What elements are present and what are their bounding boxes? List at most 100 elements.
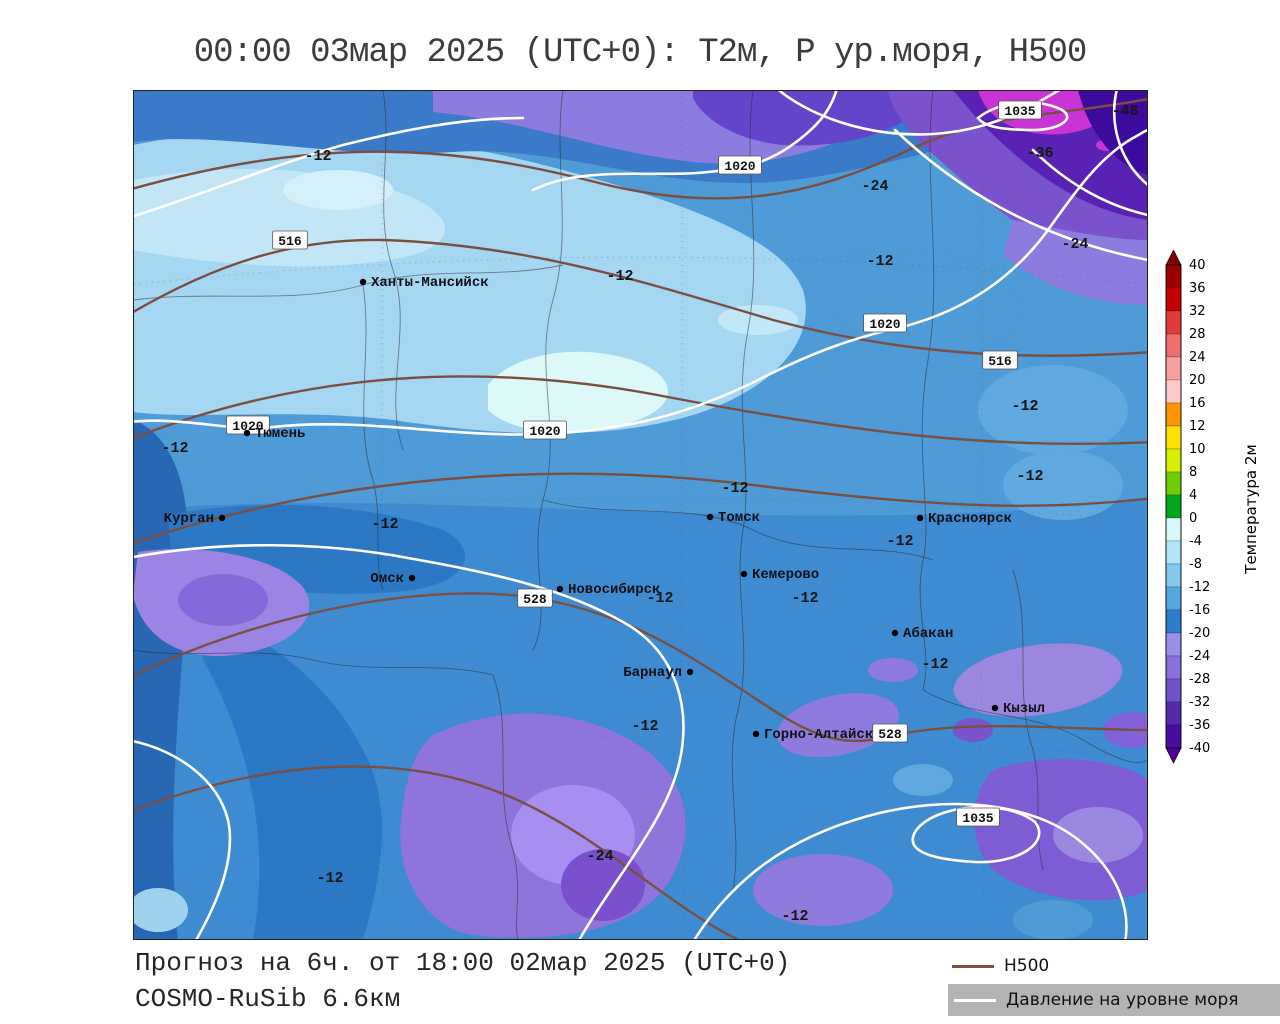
colorbar-tick-label: 32: [1189, 304, 1206, 319]
forecast-info: Прогноз на 6ч. от 18:00 02мар 2025 (UTC+…: [135, 948, 791, 978]
city-dot: [556, 585, 564, 593]
city-dot: [359, 278, 367, 286]
temperature-value-label: -48: [1111, 103, 1138, 120]
temperature-value-label: -12: [316, 870, 343, 887]
contour-label-box: [872, 723, 908, 743]
city-label: Курган: [164, 511, 214, 527]
city-label: Кемерово: [752, 567, 819, 583]
weather-map-canvas: -12 -24 -36 -48 -24 -12 -12 -12 -12 -12 -12 -12 -12 -…: [133, 90, 1148, 940]
city-dot: [706, 513, 714, 521]
colorbar-band: [1165, 448, 1182, 473]
city-marker: Ханты-Мансийск: [359, 275, 489, 291]
h500-line-swatch: [952, 964, 994, 968]
colorbar-band: [1165, 402, 1182, 427]
colorbar-tick-label: 16: [1189, 396, 1206, 411]
colorbar-band: [1165, 563, 1182, 588]
city-marker: Томск: [706, 510, 760, 526]
colorbar-band: [1165, 264, 1182, 289]
temperature-value-label: -24: [586, 848, 613, 865]
temperature-value-label: -12: [781, 908, 808, 925]
model-info: COSMO-RuSib 6.6км: [135, 984, 401, 1014]
contour-label-text: 1035: [1004, 104, 1035, 119]
colorbar-tick-label: 40: [1189, 258, 1206, 273]
contour-label-text: 516: [988, 354, 1012, 369]
temperature-value-label: -12: [866, 253, 893, 270]
colorbar-tick-label: 24: [1189, 350, 1206, 365]
temperature-value-label: -12: [606, 268, 633, 285]
colorbar-band: [1165, 494, 1182, 519]
city-dot: [916, 514, 924, 522]
colorbar-tick-label: -12: [1189, 580, 1210, 595]
pressure-line-swatch: [954, 998, 996, 1002]
colorbar-tick-label: 10: [1189, 442, 1206, 457]
contour-label-pressure: 1020: [718, 155, 762, 175]
temperature-value-label: -12: [791, 590, 818, 607]
temperature-value-label: -12: [371, 516, 398, 533]
city-marker: Кемерово: [740, 567, 819, 583]
colorbar-tick-label: -16: [1189, 603, 1210, 618]
colorbar-tick-label: -36: [1189, 718, 1210, 733]
contour-label-h500: 528: [872, 723, 908, 743]
city-marker: Барнаул: [623, 665, 694, 681]
temperature-value-label: -12: [631, 718, 658, 735]
contour-label-pressure: 1020: [863, 313, 907, 333]
colorbar-scale: 403632282420161210840-4-8-12-16-20-24-28…: [1165, 249, 1210, 764]
temperature-value-label: -12: [721, 480, 748, 497]
city-label: Горно-Алтайск: [764, 727, 873, 743]
contour-label-box: [523, 420, 567, 440]
colorbar-band: [1165, 310, 1182, 335]
city-label: Кызыл: [1003, 701, 1045, 717]
city-marker: Горно-Алтайск: [752, 727, 873, 743]
city-marker: Курган: [164, 511, 226, 527]
temperature-colorbar: 40 36 32 28 24 20 16 12 10 8 4 0 -4 -8 -12 -16 -20 -24 -28…: [1162, 249, 1272, 770]
colorbar-tick-label: -8: [1189, 557, 1202, 572]
colorbar-tick-label: -40: [1189, 741, 1210, 756]
map-label-layer: -12 -24 -36 -48 -24 -12 -12 -12 -12 -12 -12 -12 -12 -…: [161, 100, 1139, 925]
city-label: Барнаул: [623, 665, 682, 681]
colorbar-band: [1165, 540, 1182, 565]
temperature-value-label: -24: [861, 178, 888, 195]
temperature-value-label: -12: [886, 533, 913, 550]
colorbar-tick-label: -28: [1189, 672, 1210, 687]
city-label: Абакан: [903, 626, 953, 642]
contour-label-box: [998, 100, 1042, 120]
city-marker: Омск: [370, 571, 416, 587]
colorbar-band: [1165, 425, 1182, 450]
city-dot: [752, 730, 760, 738]
contour-label-box: [718, 155, 762, 175]
colorbar-tick-label: -32: [1189, 695, 1210, 710]
colorbar-tick-label: -4: [1189, 534, 1202, 549]
colorbar-outline: [1165, 264, 1182, 749]
temperature-value-label: -36: [1026, 145, 1053, 162]
colorbar-tick-label: 36: [1189, 281, 1206, 296]
colorbar-tick-label: 8: [1189, 465, 1197, 480]
contour-label-pressure: 1020: [523, 420, 567, 440]
colorbar-band: [1165, 586, 1182, 611]
page-title: 00:00 03мар 2025 (UTC+0): Т2м, P ур.моря…: [193, 34, 1088, 72]
colorbar-tick-label: 4: [1189, 488, 1197, 503]
colorbar-tick-label: 28: [1189, 327, 1206, 342]
contour-label-h500: 516: [982, 350, 1018, 370]
colorbar-band: [1165, 333, 1182, 358]
contour-label-h500: 516: [272, 230, 308, 250]
city-dot: [218, 514, 226, 522]
contour-label-pressure: 1020: [226, 415, 270, 435]
colorbar-tick-label: -20: [1189, 626, 1210, 641]
city-marker: Красноярск: [916, 511, 1012, 527]
colorbar-band: [1165, 632, 1182, 657]
colorbar-band: [1165, 655, 1182, 680]
colorbar-band: [1165, 517, 1182, 542]
temperature-value-label: -12: [921, 656, 948, 673]
contour-label-h500: 528: [517, 588, 553, 608]
colorbar-band: [1165, 379, 1182, 404]
colorbar-band: [1165, 356, 1182, 381]
colorbar-band: [1165, 724, 1182, 749]
colorbar-tick-label: 0: [1189, 511, 1197, 526]
contour-label-text: 1035: [962, 811, 993, 826]
contour-label-text: 1020: [232, 419, 263, 434]
city-marker: Новосибирск: [556, 582, 660, 598]
temperature-fill-layer: [133, 90, 1148, 940]
colorbar-tick-label: 20: [1189, 373, 1206, 388]
colorbar-tick-label: 12: [1189, 419, 1206, 434]
graticule-layer: [133, 90, 1148, 940]
